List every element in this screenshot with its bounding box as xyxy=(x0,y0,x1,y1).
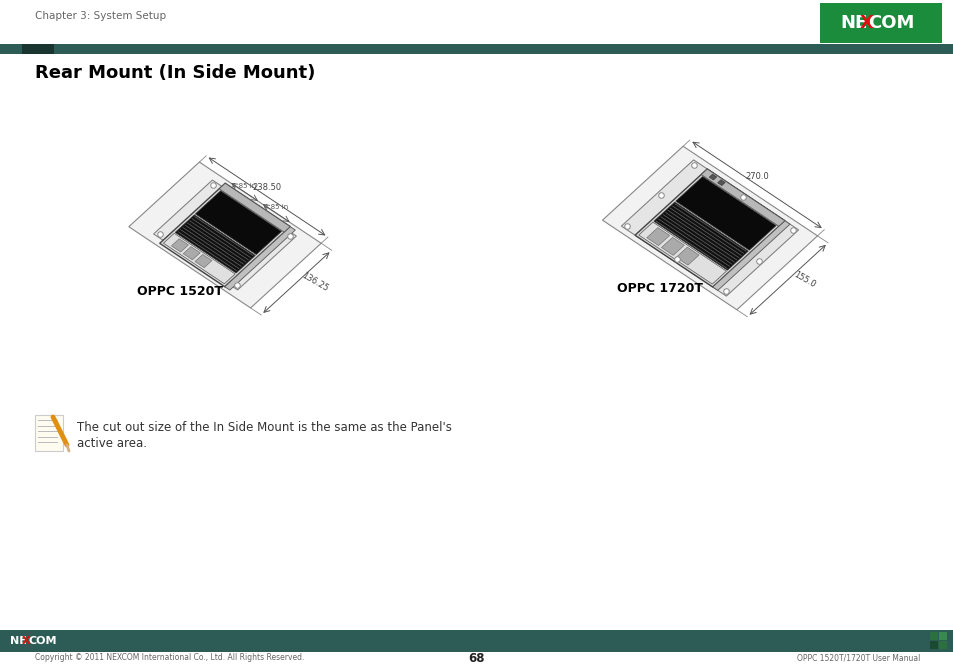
Text: 155.0: 155.0 xyxy=(791,270,816,290)
Bar xyxy=(929,632,937,640)
Polygon shape xyxy=(183,247,200,260)
Bar xyxy=(938,641,946,649)
Polygon shape xyxy=(195,191,281,255)
Polygon shape xyxy=(700,169,784,226)
Text: NE: NE xyxy=(10,636,27,646)
Polygon shape xyxy=(153,180,296,290)
Text: active area.: active area. xyxy=(77,437,147,450)
Bar xyxy=(820,3,941,43)
Polygon shape xyxy=(129,162,321,308)
Text: 136.25: 136.25 xyxy=(300,271,330,294)
Text: NE: NE xyxy=(840,14,866,32)
Polygon shape xyxy=(225,226,295,290)
Text: Rear Mount (In Side Mount): Rear Mount (In Side Mount) xyxy=(35,64,315,82)
Text: COM: COM xyxy=(29,636,57,646)
Text: 68: 68 xyxy=(468,651,485,665)
Polygon shape xyxy=(646,228,669,245)
Text: OPPC 1720T: OPPC 1720T xyxy=(616,282,701,295)
Bar xyxy=(22,44,54,54)
Polygon shape xyxy=(635,169,784,287)
Text: X: X xyxy=(859,14,873,32)
Text: 238.50: 238.50 xyxy=(253,183,281,192)
Text: Copyright © 2011 NEXCOM International Co., Ltd. All Rights Reserved.: Copyright © 2011 NEXCOM International Co… xyxy=(35,653,304,663)
Polygon shape xyxy=(639,222,725,284)
Text: X: X xyxy=(22,636,30,646)
Polygon shape xyxy=(676,247,699,265)
Polygon shape xyxy=(602,146,817,310)
Text: OPPC 1520T: OPPC 1520T xyxy=(136,284,222,298)
Text: 270.0: 270.0 xyxy=(744,172,768,181)
Bar xyxy=(938,632,946,640)
Bar xyxy=(35,415,63,451)
Polygon shape xyxy=(620,160,798,296)
Polygon shape xyxy=(163,233,234,284)
Polygon shape xyxy=(660,237,683,255)
Polygon shape xyxy=(159,183,290,287)
Text: The cut out size of the In Side Mount is the same as the Panel's: The cut out size of the In Side Mount is… xyxy=(77,421,452,434)
Polygon shape xyxy=(708,174,716,180)
Text: Chapter 3: System Setup: Chapter 3: System Setup xyxy=(35,11,166,21)
Polygon shape xyxy=(194,255,212,267)
Polygon shape xyxy=(172,239,189,252)
Polygon shape xyxy=(712,221,789,290)
Bar xyxy=(929,641,937,649)
Text: OPPC 1520T/1720T User Manual: OPPC 1520T/1720T User Manual xyxy=(796,653,919,663)
Polygon shape xyxy=(653,202,747,270)
Text: 4.85 in: 4.85 in xyxy=(233,183,256,189)
Polygon shape xyxy=(675,177,776,250)
Text: 4.85 in: 4.85 in xyxy=(264,204,288,210)
Bar xyxy=(0,44,953,54)
Polygon shape xyxy=(175,215,255,273)
Polygon shape xyxy=(219,183,290,233)
Text: COM: COM xyxy=(867,14,913,32)
Polygon shape xyxy=(717,179,724,185)
Bar xyxy=(0,630,953,652)
